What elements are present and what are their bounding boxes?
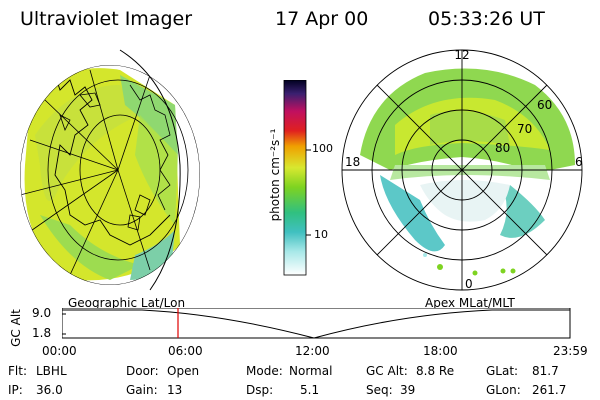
y-tick-low: 1.8 [32, 326, 52, 340]
timeline-left-title: Geographic Lat/Lon [68, 296, 186, 310]
mlt-label-0: 0 [465, 277, 473, 291]
x-tick-0600: 06:00 [168, 344, 203, 358]
glon-value: 261.7 [532, 383, 567, 397]
altitude-curve [62, 309, 570, 339]
mlt-label-12: 12 [454, 48, 469, 62]
gcalt-value: 8.8 Re [416, 364, 455, 378]
filter-value: LBHL [36, 364, 67, 378]
ip-label: IP: [8, 383, 23, 397]
timeline-right-title: Apex MLat/MLT [425, 296, 515, 310]
seq-value: 39 [400, 383, 416, 397]
mlt-label-18: 18 [345, 155, 360, 169]
date-label: 17 Apr 00 [275, 8, 369, 30]
seq-label: Seq: [366, 383, 393, 397]
glon-label: GLon: [486, 383, 521, 397]
gc-alt-axis-wrap: GC Alt [4, 309, 28, 347]
gain-value: 13 [167, 383, 183, 397]
x-tick-1800: 18:00 [423, 344, 458, 358]
lat-label-70: 70 [517, 122, 532, 136]
gain-label: Gain: [126, 383, 158, 397]
geographic-globe-image [20, 49, 200, 291]
polar-mlt-plot: 12 18 6 0 60 70 80 [341, 48, 583, 291]
colorbar [283, 80, 311, 276]
colorbar-unit-label: photon cm⁻²s⁻¹ [268, 128, 282, 222]
lat-label-60: 60 [537, 98, 552, 112]
glat-value: 81.7 [532, 364, 559, 378]
door-value: Open [167, 364, 200, 378]
colorbar-tick-100: 100 [312, 142, 333, 155]
gcalt-label: GC Alt: [366, 364, 408, 378]
altitude-timeline-plot [62, 308, 571, 339]
lat-label-80: 80 [495, 141, 510, 155]
colorbar-unit-wrap: photon cm⁻²s⁻¹ [260, 129, 290, 222]
mode-label: Mode: [246, 364, 283, 378]
gc-alt-axis-label: GC Alt [9, 309, 23, 347]
door-label: Door: [126, 364, 159, 378]
x-tick-2359: 23:59 [553, 344, 588, 358]
ip-value: 36.0 [36, 383, 63, 397]
colorbar-tick-10: 10 [314, 228, 328, 241]
glat-label: GLat: [486, 364, 519, 378]
dsp-label: Dsp: [246, 383, 274, 397]
mode-value: Normal [289, 364, 333, 378]
time-label: 05:33:26 UT [428, 8, 545, 30]
filter-label: Flt: [8, 364, 27, 378]
x-tick-0000: 00:00 [42, 344, 77, 358]
mlt-label-6: 6 [575, 155, 583, 169]
x-tick-1200: 12:00 [295, 344, 330, 358]
y-tick-high: 9.0 [32, 306, 52, 320]
dsp-value: 5.1 [300, 383, 320, 397]
instrument-title: Ultraviolet Imager [20, 8, 193, 30]
